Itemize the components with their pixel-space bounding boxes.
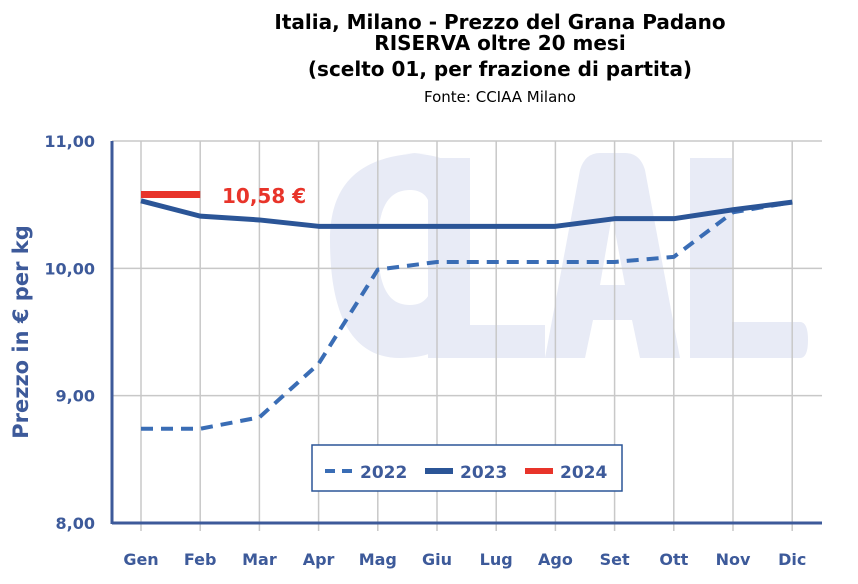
watermark-letter-l2 [690,158,808,358]
annotation-label: 10,58 € [222,184,306,208]
y-tick-label: 11,00 [44,132,95,151]
series-line-2023 [140,198,793,229]
chart-title-line-1: Italia, Milano - Prezzo del Grana Padano [274,10,726,34]
y-tick-label: 10,00 [44,259,95,278]
legend-label: 2024 [560,463,607,483]
legend-label: 2023 [460,463,507,483]
legend-label: 2022 [360,463,407,483]
y-axis-label: Prezzo in € per kg [9,225,33,439]
chart-title-line-3: (scelto 01, per frazione di partita) [307,57,693,81]
x-tick-label: Ott [659,550,688,569]
watermark-letter-l [428,158,545,358]
x-tick-label: Giu [422,550,452,569]
x-tick-label: Set [600,550,630,569]
watermark-letter-a [545,153,680,358]
x-tick-label: Apr [303,550,335,569]
x-tick-label: Mag [359,550,397,569]
legend-box [311,444,623,492]
x-tick-label: Nov [716,550,751,569]
x-tick-label: Lug [480,550,513,569]
x-tick-label: Feb [184,550,217,569]
x-tick-label: Ago [538,550,573,569]
watermark-logo [330,153,808,358]
series-line-2022 [141,200,793,431]
chart-title-line-2: RISERVA oltre 20 mesi [374,31,626,55]
y-tick-label: 8,00 [56,514,95,533]
x-tick-label: Dic [778,550,806,569]
x-tick-label: Mar [242,550,277,569]
chart-subtitle: Fonte: CCIAA Milano [424,88,576,106]
y-tick-label: 9,00 [56,387,95,406]
x-tick-label: Gen [123,550,158,569]
